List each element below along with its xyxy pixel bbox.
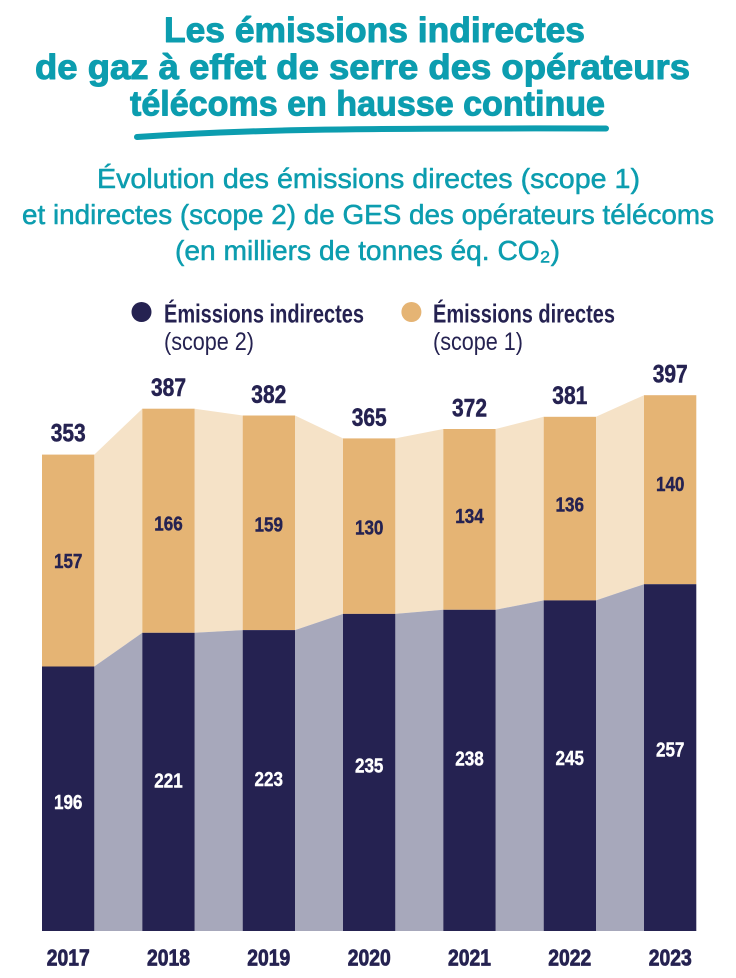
svg-text:372: 372 bbox=[452, 394, 487, 422]
svg-text:(scope 2): (scope 2) bbox=[164, 328, 254, 356]
svg-text:196: 196 bbox=[54, 792, 83, 814]
svg-text:136: 136 bbox=[556, 495, 585, 517]
svg-text:de gaz à effet de serre des op: de gaz à effet de serre des opérateurs bbox=[35, 48, 690, 87]
svg-text:130: 130 bbox=[355, 518, 384, 540]
svg-text:(scope 1): (scope 1) bbox=[433, 328, 523, 356]
svg-text:365: 365 bbox=[352, 404, 387, 432]
svg-text:2019: 2019 bbox=[247, 945, 290, 971]
svg-text:221: 221 bbox=[154, 770, 183, 792]
svg-text:245: 245 bbox=[556, 748, 585, 770]
svg-text:223: 223 bbox=[255, 769, 284, 791]
svg-text:397: 397 bbox=[653, 361, 688, 389]
svg-text:2020: 2020 bbox=[348, 945, 391, 971]
svg-text:télécoms en hausse continue: télécoms en hausse continue bbox=[130, 85, 605, 124]
svg-text:Émissions indirectes: Émissions indirectes bbox=[164, 299, 364, 329]
svg-text:(en milliers de tonnes éq. CO₂: (en milliers de tonnes éq. CO₂) bbox=[175, 235, 560, 266]
svg-text:387: 387 bbox=[151, 374, 186, 402]
svg-text:257: 257 bbox=[656, 740, 685, 762]
svg-text:2018: 2018 bbox=[147, 945, 190, 971]
svg-text:159: 159 bbox=[255, 514, 284, 536]
svg-text:Évolution des émissions direct: Évolution des émissions directes (scope … bbox=[97, 163, 640, 194]
svg-text:166: 166 bbox=[154, 514, 183, 536]
svg-text:235: 235 bbox=[355, 756, 384, 778]
svg-text:134: 134 bbox=[455, 506, 484, 528]
svg-text:2023: 2023 bbox=[649, 945, 692, 971]
svg-text:Émissions directes: Émissions directes bbox=[433, 299, 615, 329]
svg-text:353: 353 bbox=[51, 419, 86, 447]
svg-text:140: 140 bbox=[656, 474, 685, 496]
svg-text:2017: 2017 bbox=[47, 945, 90, 971]
svg-text:2022: 2022 bbox=[548, 945, 591, 971]
svg-text:238: 238 bbox=[455, 749, 484, 771]
svg-text:382: 382 bbox=[251, 381, 286, 409]
svg-text:381: 381 bbox=[552, 382, 587, 410]
svg-text:et indirectes (scope 2) de GES: et indirectes (scope 2) de GES des opéra… bbox=[22, 199, 714, 230]
svg-text:Les émissions indirectes: Les émissions indirectes bbox=[164, 11, 585, 50]
svg-text:2021: 2021 bbox=[448, 945, 491, 971]
svg-text:157: 157 bbox=[54, 551, 83, 573]
